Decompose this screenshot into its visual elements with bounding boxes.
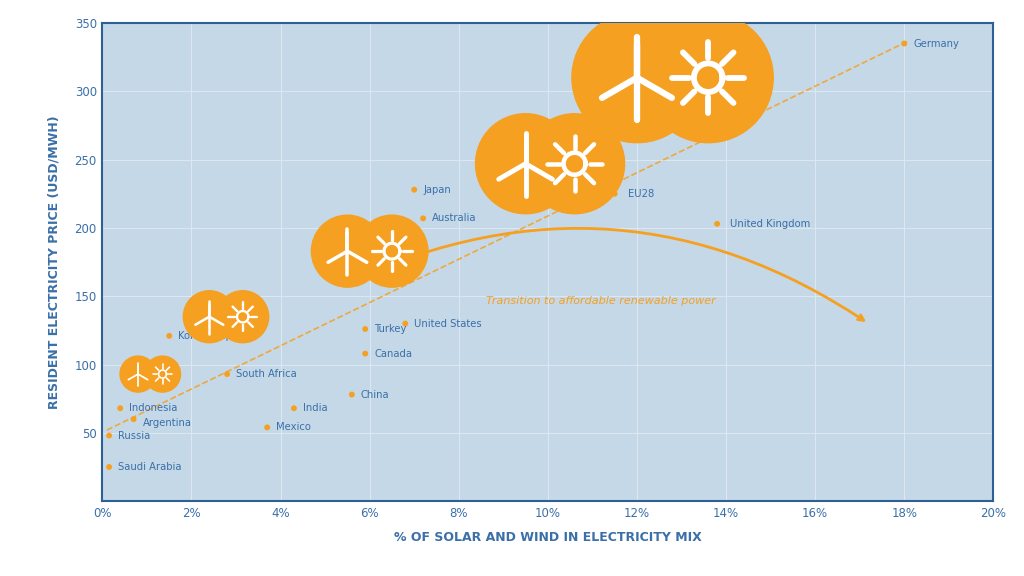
Ellipse shape (217, 291, 268, 343)
Point (308, 237, 325, 246)
Text: South Africa: South Africa (236, 369, 297, 379)
Point (112, 404, 128, 413)
Ellipse shape (120, 356, 156, 392)
Text: Japan: Japan (423, 185, 451, 195)
Text: Argentina: Argentina (142, 418, 191, 429)
Ellipse shape (183, 291, 236, 343)
Text: EU28: EU28 (628, 189, 654, 199)
Point (896, 39, 912, 48)
Text: Mexico: Mexico (276, 422, 311, 433)
Text: France: France (326, 234, 358, 244)
Point (407, 185, 423, 194)
Ellipse shape (356, 215, 428, 287)
Text: Russia: Russia (118, 430, 151, 441)
Ellipse shape (144, 356, 180, 392)
Point (101, 463, 118, 472)
Point (101, 431, 118, 440)
Ellipse shape (643, 13, 773, 143)
Ellipse shape (524, 113, 625, 214)
Point (357, 349, 374, 358)
Text: Australia: Australia (432, 213, 476, 223)
Text: Saudi Arabia: Saudi Arabia (118, 462, 181, 472)
X-axis label: % OF SOLAR AND WIND IN ELECTRICITY MIX: % OF SOLAR AND WIND IN ELECTRICITY MIX (394, 531, 701, 544)
Point (326, 251, 342, 260)
Text: United Kingdom: United Kingdom (730, 219, 811, 229)
Text: Turkey: Turkey (374, 324, 407, 334)
Text: Indonesia: Indonesia (129, 403, 177, 413)
Text: Transition to affordable renewable power: Transition to affordable renewable power (486, 296, 716, 306)
Point (286, 404, 302, 413)
Text: Italy: Italy (709, 116, 730, 126)
Point (687, 117, 703, 126)
Text: Germany: Germany (913, 39, 958, 48)
Text: India: India (303, 403, 328, 413)
Text: China: China (360, 389, 389, 400)
Y-axis label: RESIDENT ELECTRICITY PRICE (USD/MWH): RESIDENT ELECTRICITY PRICE (USD/MWH) (48, 115, 60, 409)
Ellipse shape (572, 13, 701, 143)
Point (219, 369, 236, 378)
Point (344, 390, 360, 399)
Point (606, 189, 623, 198)
Text: Korea (Rep.): Korea (Rep.) (178, 331, 240, 341)
Point (357, 324, 374, 334)
Point (259, 423, 275, 432)
Ellipse shape (311, 215, 383, 287)
Text: Canada: Canada (374, 348, 412, 359)
Point (415, 214, 431, 223)
Point (161, 331, 177, 340)
Point (397, 319, 414, 328)
Point (125, 415, 141, 424)
Ellipse shape (475, 113, 575, 214)
Text: Brazil: Brazil (343, 255, 371, 264)
Text: United States: United States (415, 319, 482, 328)
Point (709, 219, 725, 229)
